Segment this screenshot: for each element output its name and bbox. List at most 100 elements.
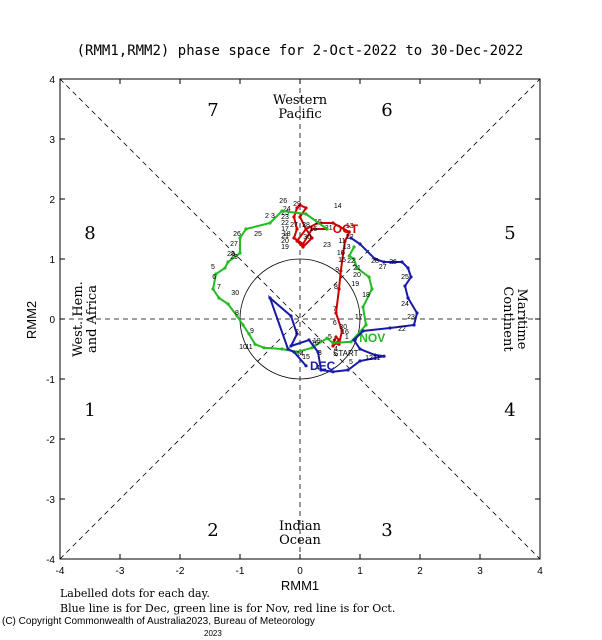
phase-number: 3 xyxy=(381,520,392,541)
day-label: 5 xyxy=(211,264,215,271)
day-label: 17 xyxy=(355,314,363,321)
day-label: 31 xyxy=(325,225,333,232)
day-label: 27 xyxy=(230,241,238,248)
footer-line-2: Blue line is for Dec, green line is for … xyxy=(60,602,395,615)
series-dot xyxy=(358,347,362,351)
day-label: 14 xyxy=(334,203,342,210)
series-dot xyxy=(295,227,299,231)
day-label: 16 xyxy=(341,329,349,336)
day-label: 22 xyxy=(281,220,289,227)
start-label: START xyxy=(333,349,359,358)
day-label: 10 xyxy=(337,250,345,257)
series-dot xyxy=(349,340,353,344)
series-dot xyxy=(211,287,215,291)
day-label: 1 xyxy=(345,334,349,341)
day-label: 24 xyxy=(401,301,409,308)
footer-line-1: Labelled dots for each day. xyxy=(60,587,210,600)
series-dot xyxy=(310,346,314,350)
day-label: 25 xyxy=(281,210,289,217)
series-dot xyxy=(391,260,395,264)
day-label: 17 xyxy=(281,226,289,233)
series-dot xyxy=(331,370,335,374)
series-dot xyxy=(244,227,248,231)
series-dot xyxy=(346,368,350,372)
region-label-line: Western xyxy=(273,93,328,108)
series-dot xyxy=(334,311,338,315)
day-label: 23 xyxy=(281,214,289,221)
phase-number: 2 xyxy=(207,520,218,541)
day-label: 6 xyxy=(333,320,337,327)
series-dot xyxy=(412,323,416,327)
series-dot xyxy=(331,341,335,345)
x-tick-label: 4 xyxy=(537,566,543,577)
y-tick-label: 3 xyxy=(49,135,55,146)
series-dot xyxy=(235,314,239,318)
y-tick-label: -4 xyxy=(46,555,55,566)
series-dot xyxy=(388,326,392,330)
series-dot xyxy=(349,236,353,240)
series-line-nov xyxy=(211,209,374,354)
day-label: 20 xyxy=(281,238,289,245)
day-label: 4 xyxy=(316,365,320,372)
series-dot xyxy=(298,215,302,219)
day-label: 15 xyxy=(302,354,310,361)
day-label: 9 xyxy=(250,328,254,335)
phase-number: 6 xyxy=(381,100,392,121)
series-dot xyxy=(352,257,356,261)
y-tick-label: -3 xyxy=(46,495,55,506)
day-label: 13 xyxy=(343,244,351,251)
series-dot xyxy=(341,251,345,255)
series-dot xyxy=(403,284,407,288)
series-dot xyxy=(406,266,410,270)
x-tick-label: -3 xyxy=(116,566,125,577)
series-dot xyxy=(355,266,359,270)
day-label: 21 xyxy=(353,265,361,272)
region-label-line: Continent xyxy=(500,286,515,352)
copyright-year: 2023 xyxy=(204,629,222,638)
day-label: 28 xyxy=(302,222,310,229)
day-label: 11 xyxy=(245,344,252,351)
series-dot xyxy=(346,233,350,237)
series-dot xyxy=(298,203,302,207)
series-dot xyxy=(280,209,284,213)
y-tick-label: 0 xyxy=(49,315,55,326)
x-tick-label: 3 xyxy=(477,566,483,577)
day-label: 27 xyxy=(379,264,387,271)
day-label: 15 xyxy=(338,257,346,264)
day-label: 18 xyxy=(362,292,370,299)
day-label: 8 xyxy=(235,310,239,317)
series-end-label: DEC xyxy=(310,359,336,373)
series-dot xyxy=(361,329,365,333)
copyright: (C) Copyright Commonwealth of Australia2… xyxy=(2,616,315,627)
y-tick-label: -1 xyxy=(46,375,55,386)
series-dot xyxy=(289,344,293,348)
day-label: 26 xyxy=(233,231,241,238)
day-label: 29 xyxy=(230,254,238,261)
series-dot xyxy=(301,245,305,249)
series-dot xyxy=(289,314,293,318)
series-dot xyxy=(347,230,351,234)
x-axis-label: RMM1 xyxy=(281,578,319,593)
region-label-line: West. Hem. xyxy=(71,281,86,357)
day-label: 4 xyxy=(334,346,338,353)
day-label: 16 xyxy=(309,226,317,233)
day-label: 19 xyxy=(313,338,321,345)
series-dot xyxy=(292,215,296,219)
day-label: 13 xyxy=(346,223,354,230)
day-label: 14 xyxy=(296,351,304,358)
series-dot xyxy=(358,242,362,246)
x-tick-label: 2 xyxy=(417,566,423,577)
series-dot xyxy=(334,335,338,339)
series-dot xyxy=(238,236,242,240)
series-dot xyxy=(382,354,386,358)
series-dot xyxy=(352,245,356,249)
series-dot xyxy=(331,221,335,225)
series-dot xyxy=(307,338,311,342)
day-label: 30 xyxy=(339,324,347,331)
day-label: 29 xyxy=(293,201,301,208)
series-dot xyxy=(331,344,335,348)
series-dot xyxy=(361,305,365,309)
